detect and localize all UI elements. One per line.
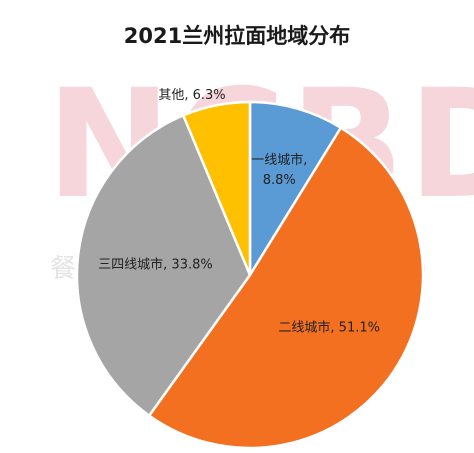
pie-slice: [181, 100, 252, 276]
chart-title: 2021兰州拉面地域分布: [123, 24, 351, 48]
slice-label: 其他, 6.3%: [158, 88, 225, 103]
pie-slice: [147, 126, 425, 450]
slice-label: 二线城市, 51.1%: [278, 320, 380, 336]
pie-slice: [248, 100, 343, 280]
slice-label: 一线城市, 8.8%: [251, 152, 307, 188]
pie-slice: [75, 113, 252, 418]
watermark-text: 餐: [50, 254, 80, 284]
slice-label: 三四线城市, 33.8%: [98, 256, 213, 272]
